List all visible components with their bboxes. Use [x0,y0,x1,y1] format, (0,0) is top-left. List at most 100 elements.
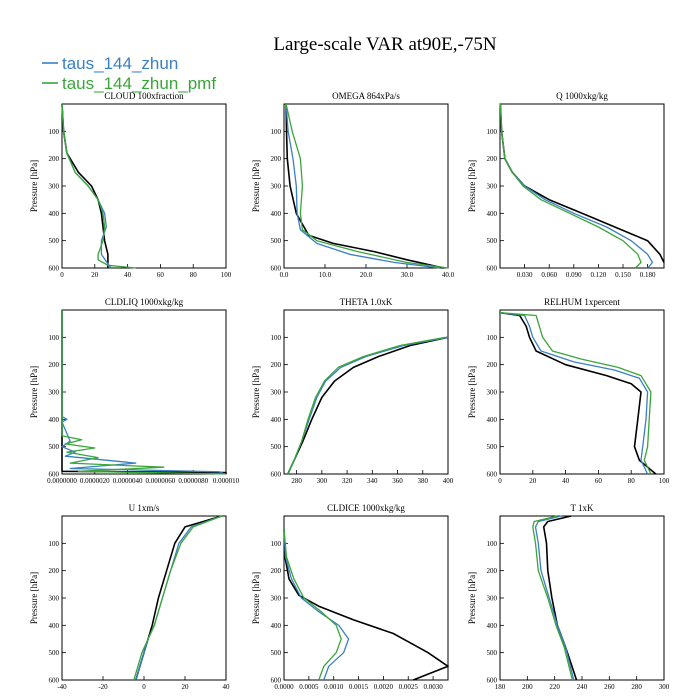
x-tick-label: 260 [604,683,615,691]
panel-title: OMEGA 864xPa/s [332,91,400,101]
y-tick-label: 500 [271,649,282,657]
plot-frame [283,515,449,681]
y-axis-label: Pressure [hPa] [29,160,39,212]
series-line-3 [285,103,449,269]
x-tick-label: 400 [443,477,454,485]
y-tick-label: 200 [271,361,282,369]
x-tick-label: 280 [631,683,642,691]
y-tick-label: 200 [49,361,60,369]
y-axis-label: Pressure [hPa] [467,572,477,624]
x-tick-label: 100 [221,271,232,279]
y-tick-label: 400 [49,416,60,424]
x-tick-label: 300 [317,477,328,485]
x-tick-label: 80 [628,477,636,485]
panel-title: Q 1000xkg/kg [556,91,608,101]
y-tick-label: 400 [271,622,282,630]
series-line-3 [532,515,574,681]
y-tick-label: 600 [487,677,498,685]
y-tick-label: 500 [271,237,282,245]
x-tick-label: 0.000010 [213,477,240,485]
x-tick-label: 30.0 [401,271,414,279]
x-tick-label: -40 [57,683,67,691]
panel-title: CLOUD 100xfraction [104,91,184,101]
y-tick-label: 300 [271,389,282,397]
x-tick-label: 20 [182,683,190,691]
panel-title: T 1xK [570,503,594,513]
series-line-1 [499,103,665,263]
x-tick-label: 0.0030 [423,683,443,691]
y-tick-label: 400 [487,210,498,218]
y-tick-label: 400 [49,210,60,218]
y-tick-label: 300 [487,183,498,191]
x-tick-label: 0.0025 [399,683,419,691]
panel-title: CLDLIQ 1000xkg/kg [105,297,184,307]
series-line-2 [499,312,649,475]
x-tick-label: 220 [549,683,560,691]
x-tick-label: 40 [562,477,570,485]
x-tick-label: 280 [291,477,302,485]
x-tick-label: 0.0000 [274,683,294,691]
x-tick-label: 0.0005 [299,683,319,691]
y-tick-label: 600 [49,265,60,273]
series-line-3 [61,310,227,475]
x-tick-label: 0.0000000 [47,477,77,485]
x-tick-label: 0.180 [640,271,656,279]
series-line-2 [61,103,112,269]
plot-frame [499,309,665,475]
x-tick-label: 0.0010 [324,683,344,691]
x-tick-label: 360 [392,477,403,485]
x-tick-label: 0 [60,271,64,279]
y-tick-label: 200 [49,155,60,163]
x-tick-label: 200 [522,683,533,691]
series-line-3 [133,515,223,681]
x-tick-label: 0 [142,683,146,691]
y-tick-label: 100 [487,540,498,548]
series-line-3 [283,529,342,681]
x-tick-label: 0.030 [517,271,533,279]
series-line-2 [534,515,575,681]
y-tick-label: 500 [49,237,60,245]
y-tick-label: 100 [49,334,60,342]
y-axis-label: Pressure [hPa] [251,572,261,624]
legend-label-1: taus_144_zhun [62,54,178,73]
series-line-3 [61,103,136,269]
x-tick-label: 0.150 [615,271,631,279]
y-tick-label: 200 [271,567,282,575]
x-tick-label: 320 [342,477,353,485]
y-tick-label: 200 [487,567,498,575]
panel-title: RELHUM 1xpercent [544,297,620,307]
y-tick-label: 300 [49,595,60,603]
y-tick-label: 500 [487,649,498,657]
series-line-2 [285,103,440,269]
panel-7: U 1xm/s 100 200 300 400 500 600-40 -20 0 20 40 Pres… [29,503,230,691]
y-axis-label: Pressure [hPa] [251,366,261,418]
x-tick-label: 100 [659,477,670,485]
y-tick-label: 100 [271,334,282,342]
panel-title: THETA 1.0xK [340,297,393,307]
y-tick-label: 600 [487,471,498,479]
y-tick-label: 200 [271,155,282,163]
x-tick-label: 10.0 [319,271,332,279]
legend: taus_144_zhun taus_144_zhun_pmf [42,54,216,93]
x-tick-label: 340 [367,477,378,485]
y-tick-label: 400 [49,622,60,630]
panel-3: Q 1000xkg/kg 100 200 300 400 500 600 0.030 0.060… [467,91,665,279]
y-tick-label: 600 [487,265,498,273]
y-tick-label: 300 [271,595,282,603]
x-tick-label: 240 [577,683,588,691]
y-axis-label: Pressure [hPa] [251,160,261,212]
series-line-2 [135,515,223,681]
y-tick-label: 100 [49,128,60,136]
series-line-1 [135,515,223,681]
x-tick-label: 0.060 [541,271,557,279]
x-tick-label: -20 [98,683,108,691]
y-tick-label: 100 [487,334,498,342]
plot-frame [61,103,227,269]
x-tick-label: 0.0020 [374,683,394,691]
y-tick-label: 500 [49,443,60,451]
x-tick-label: 0.0000060 [146,477,176,485]
y-tick-label: 400 [487,622,498,630]
